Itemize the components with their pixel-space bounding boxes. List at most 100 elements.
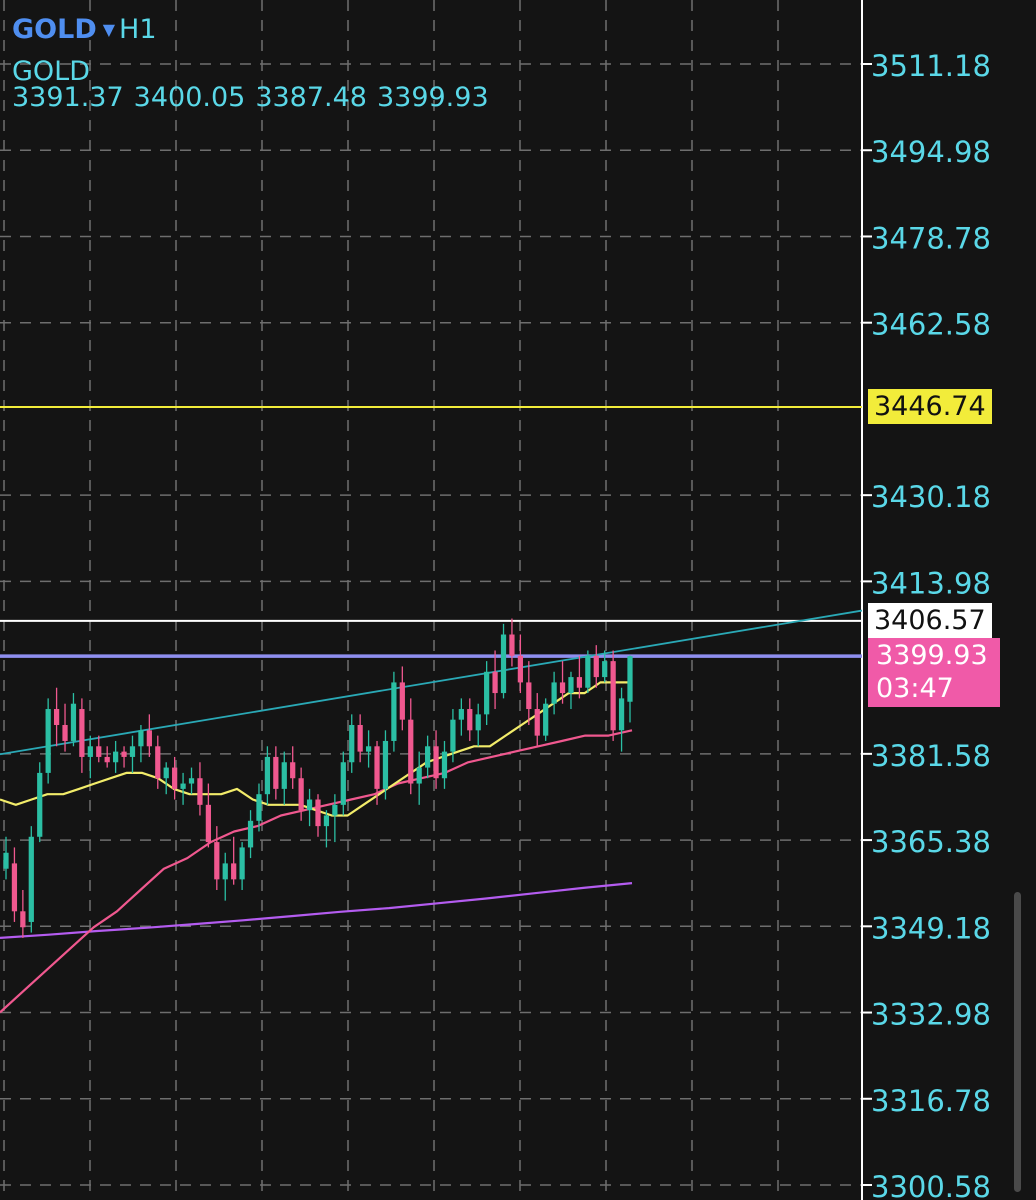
candle-body (399, 682, 405, 720)
candle-body (441, 751, 448, 779)
horizontal-levels[interactable] (0, 406, 862, 658)
candle-body (374, 746, 380, 789)
candle-body (138, 730, 144, 747)
ma-mid-line (0, 729, 633, 1014)
axis-tick-label: 3365.38 (871, 825, 991, 859)
candle-body (500, 634, 507, 694)
candle-body (163, 767, 169, 779)
candle-body (492, 671, 498, 694)
ma-slow-line (0, 882, 633, 939)
candle-body (467, 709, 473, 731)
timeframe-label[interactable]: H1 (119, 14, 157, 45)
candle-body (585, 655, 591, 688)
ohlc-open: 3391.37 (12, 82, 124, 113)
candle-body (239, 847, 245, 880)
axis-tick-label: 3430.18 (871, 480, 991, 514)
candle-body (306, 799, 313, 811)
candle-body (391, 682, 397, 741)
trendline[interactable] (0, 609, 863, 756)
candle-body (264, 756, 271, 795)
candle-body (357, 724, 363, 752)
candle-body (340, 762, 346, 805)
axis-tick-label: 3494.98 (871, 135, 991, 169)
candle-body (458, 709, 464, 720)
symbol-name: GOLD (12, 56, 91, 87)
candle-body (129, 746, 136, 757)
candle-body (70, 703, 77, 741)
candle-body (290, 762, 296, 779)
candle-body (28, 836, 34, 922)
symbol-header: GOLD ▼ H1 (12, 16, 157, 43)
candle-body (475, 714, 481, 731)
current-price-tag: 3399.93 03:47 (868, 638, 1000, 707)
candle-body (559, 682, 566, 694)
candle-body (627, 656, 633, 702)
ohlc-close: 3399.93 (376, 82, 489, 113)
chart-grid (0, 0, 862, 1200)
candle-body (146, 730, 152, 747)
candle-body (534, 709, 540, 736)
candle-body (602, 661, 608, 678)
candle-body (526, 682, 532, 710)
ohlc-low: 3387.48 (255, 82, 367, 113)
symbol-selector[interactable]: GOLD (12, 14, 97, 45)
candle-body (222, 863, 228, 880)
price-axis[interactable]: 3511.18 3494.98 3478.78 3462.58 3430.18 3413.… (862, 49, 991, 1200)
trendline-segment (0, 609, 863, 756)
candle-body (450, 719, 456, 752)
dropdown-arrow-icon[interactable]: ▼ (102, 19, 116, 39)
candle-body (155, 746, 161, 779)
candle-body (273, 756, 279, 789)
ohlc-high: 3400.05 (133, 82, 246, 113)
candle-body (610, 661, 616, 731)
candle-body (433, 746, 439, 779)
candle-body (3, 852, 9, 869)
candle-body (11, 863, 18, 912)
candle-body (197, 778, 203, 805)
candle-body (104, 756, 110, 763)
price-tag-yellow-level[interactable]: 3446.74 (868, 389, 992, 424)
candle-body (484, 671, 490, 715)
candle-body (231, 863, 237, 880)
candle-body (568, 677, 574, 694)
candle-body (113, 751, 119, 763)
bar-countdown: 03:47 (876, 672, 954, 704)
axis-tick-label: 3316.78 (871, 1084, 991, 1118)
candle-body (408, 719, 414, 784)
candle-body (79, 709, 85, 757)
candle-body (365, 746, 372, 752)
candle-body (180, 783, 186, 789)
axis-tick-label: 3332.98 (871, 998, 991, 1032)
axis-tick-label: 3478.78 (871, 221, 991, 255)
candlesticks (3, 618, 633, 938)
candle-body (509, 634, 515, 656)
axis-tick-label: 3300.58 (871, 1170, 991, 1200)
axis-tick-label: 3462.58 (871, 308, 991, 342)
candle-body (298, 778, 304, 811)
current-price: 3399.93 (876, 640, 988, 672)
candle-body (593, 655, 599, 678)
candle-body (323, 815, 330, 827)
candle-body (87, 746, 93, 757)
axis-tick-label: 3349.18 (871, 911, 991, 945)
price-tag-white-level[interactable]: 3406.57 (868, 602, 992, 638)
ohlc-readout: 3391.37 3400.05 3387.48 3399.93 (12, 84, 489, 111)
axis-tick-label: 3413.98 (871, 566, 991, 600)
candle-body (382, 740, 389, 789)
candle-body (315, 799, 321, 827)
candle-body (425, 746, 431, 768)
candle-body (214, 842, 220, 880)
candle-body (416, 767, 422, 784)
candle-body (543, 703, 549, 736)
candle-body (20, 911, 26, 928)
candle-body (96, 746, 102, 757)
candle-body (576, 677, 583, 688)
scrollbar[interactable] (1014, 892, 1021, 1192)
axis-tick-label: 3381.58 (871, 739, 991, 773)
candle-body (121, 751, 127, 757)
candle-body (45, 709, 51, 773)
candle-body (172, 767, 178, 789)
candle-body (62, 724, 68, 741)
candle-body (618, 698, 625, 731)
